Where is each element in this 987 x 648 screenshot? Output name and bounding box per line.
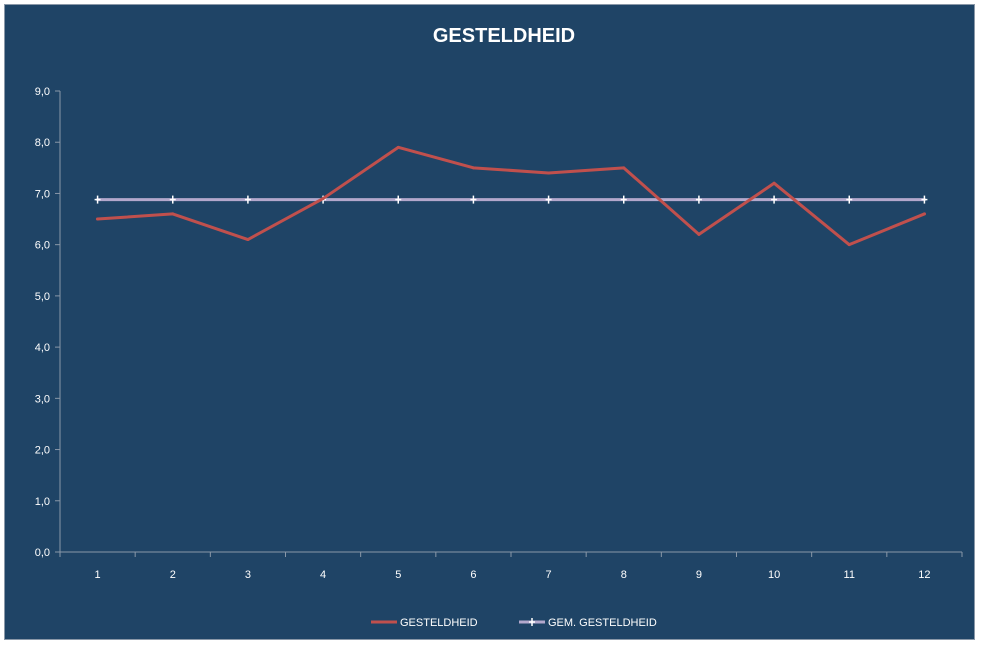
chart-title: GESTELDHEID	[433, 25, 575, 47]
y-tick-label: 4,0	[35, 342, 50, 354]
data-point-gesteldheid	[622, 166, 626, 170]
x-axis: 1 2 3 4 5 6 7 8 9 10 11 12	[59, 551, 963, 581]
data-point-gem-gesteldheid	[470, 195, 477, 204]
y-axis: 0,0 1,0 2,0 3,0 4,0 5,0 6,0 7,0 8,0 9,0	[35, 86, 61, 559]
data-point-gem-gesteldheid	[771, 195, 778, 204]
data-point-gesteldheid	[321, 197, 325, 201]
y-tick-label: 1,0	[35, 496, 50, 508]
data-point-gesteldheid	[96, 217, 100, 221]
data-point-gem-gesteldheid	[169, 195, 176, 204]
y-tick-label: 8,0	[35, 137, 50, 149]
legend-item-gem-gesteldheid: GEM. GESTELDHEID	[519, 617, 657, 629]
x-tick-label: 5	[395, 569, 401, 581]
data-point-gesteldheid	[772, 181, 776, 185]
data-point-gem-gesteldheid	[620, 195, 627, 204]
data-point-gesteldheid	[547, 171, 551, 175]
data-point-gesteldheid	[171, 212, 175, 216]
data-point-gem-gesteldheid	[94, 195, 101, 204]
data-point-gem-gesteldheid	[921, 195, 928, 204]
data-point-gesteldheid	[471, 166, 475, 170]
x-tick-label: 8	[621, 569, 627, 581]
y-tick-label: 5,0	[35, 291, 50, 303]
legend-item-gesteldheid: GESTELDHEID	[371, 617, 478, 629]
data-point-gesteldheid	[922, 212, 926, 216]
legend-label: GESTELDHEID	[400, 617, 478, 629]
y-tick-label: 6,0	[35, 240, 50, 252]
y-tick-label: 2,0	[35, 445, 50, 457]
data-point-gesteldheid	[697, 232, 701, 236]
y-tick-label: 3,0	[35, 393, 50, 405]
x-tick-label: 4	[320, 569, 326, 581]
x-tick-label: 3	[245, 569, 251, 581]
data-point-gem-gesteldheid	[545, 195, 552, 204]
chart-area: GESTELDHEID 0,0 1,0 2,0 3,0 4,0 5,0 6,0 7,0 8,0 9…	[4, 4, 975, 640]
legend-label: GEM. GESTELDHEID	[548, 617, 657, 629]
series-lines	[94, 145, 928, 247]
x-tick-label: 10	[768, 569, 780, 581]
x-tick-label: 7	[546, 569, 552, 581]
x-tick-label: 6	[470, 569, 476, 581]
y-tick-label: 0,0	[35, 547, 50, 559]
data-point-gem-gesteldheid	[244, 195, 251, 204]
x-tick-label: 2	[170, 569, 176, 581]
data-point-gem-gesteldheid	[695, 195, 702, 204]
line-chart: GESTELDHEID 0,0 1,0 2,0 3,0 4,0 5,0 6,0 7,0 8,0 9…	[35, 25, 963, 629]
series-line-gesteldheid	[96, 145, 926, 247]
legend: GESTELDHEID GEM. GESTELDHEID	[371, 617, 657, 629]
x-tick-label: 9	[696, 569, 702, 581]
x-tick-label: 1	[95, 569, 101, 581]
y-tick-label: 9,0	[35, 86, 50, 98]
data-point-gem-gesteldheid	[395, 195, 402, 204]
data-point-gem-gesteldheid	[846, 195, 853, 204]
data-point-gesteldheid	[396, 145, 400, 149]
y-tick-label: 7,0	[35, 188, 50, 200]
x-tick-label: 11	[844, 569, 855, 581]
data-point-gesteldheid	[246, 238, 250, 242]
data-point-gesteldheid	[847, 243, 851, 247]
x-tick-label: 12	[918, 569, 930, 581]
